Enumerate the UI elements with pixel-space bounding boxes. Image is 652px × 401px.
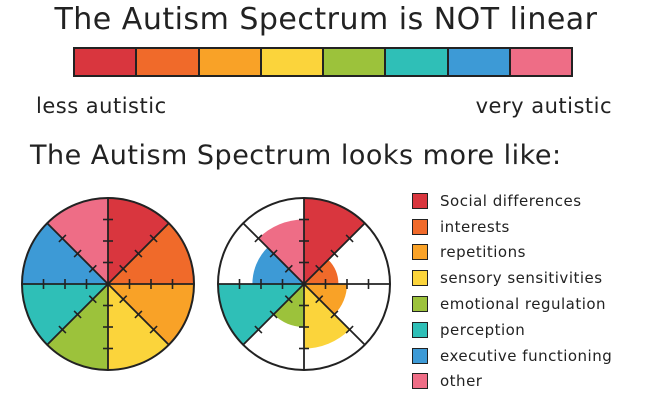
- legend-label: emotional regulation: [440, 295, 607, 314]
- legend-item-sensory-sensitivities: sensory sensitivities: [412, 265, 612, 291]
- full-wheel-tick: [58, 234, 67, 243]
- spectrum-segment: [137, 49, 200, 75]
- legend-swatch: [412, 296, 428, 313]
- legend-item-perception: perception: [412, 317, 612, 343]
- full-spectrum-wheel: [21, 197, 195, 371]
- full-wheel-slice-other: [47, 198, 108, 284]
- legend-label: Social differences: [440, 191, 582, 210]
- legend-item-other: other: [412, 369, 612, 395]
- profile-wheel-tick: [345, 325, 354, 334]
- full-wheel-tick: [134, 310, 143, 319]
- legend-swatch: [412, 270, 428, 287]
- full-wheel-tick: [119, 264, 128, 273]
- full-wheel-tick: [73, 310, 82, 319]
- legend-label: perception: [440, 320, 526, 339]
- legend-item-executive-functioning: executive functioning: [412, 343, 612, 369]
- profile-wheel-slice-emotional-regulation: [273, 284, 304, 327]
- full-wheel-tick: [88, 295, 97, 304]
- less-autistic-label: less autistic: [36, 94, 167, 118]
- full-wheel-slice-social-differences: [108, 198, 169, 284]
- legend-item-repetitions: repetitions: [412, 240, 612, 266]
- legend-label: sensory sensitivities: [440, 269, 603, 288]
- legend-swatch: [412, 244, 428, 261]
- spectrum-wheels: [21, 197, 391, 371]
- legend: Social differences interests repetitions…: [412, 188, 612, 394]
- profile-wheel-slice-perception: [218, 284, 304, 345]
- profile-wheel-slice-social-differences: [304, 198, 365, 284]
- legend-swatch: [412, 218, 428, 235]
- full-wheel-tick: [149, 234, 158, 243]
- linear-spectrum-bar: [73, 47, 573, 77]
- spectrum-segment: [261, 49, 324, 75]
- spectrum-segment: [448, 49, 511, 75]
- profile-wheel-tick: [330, 249, 339, 258]
- profile-wheel-tick: [315, 264, 324, 273]
- legend-label: executive functioning: [440, 346, 613, 365]
- profile-wheel-tick: [254, 234, 263, 243]
- legend-swatch: [412, 373, 428, 390]
- spectrum-segment: [510, 49, 571, 75]
- full-wheel-tick: [88, 264, 97, 273]
- profile-wheel-tick: [269, 310, 278, 319]
- full-wheel-slice-perception: [22, 284, 108, 345]
- spectrum-segment: [386, 49, 449, 75]
- very-autistic-label: very autistic: [475, 94, 612, 118]
- legend-swatch: [412, 321, 428, 338]
- full-wheel-tick: [119, 295, 128, 304]
- profile-wheel-tick: [284, 264, 293, 273]
- profile-wheel-tick: [284, 295, 293, 304]
- full-wheel-tick: [58, 325, 67, 334]
- legend-item-social-differences: Social differences: [412, 188, 612, 214]
- full-wheel-slice-repetitions: [108, 284, 194, 345]
- legend-label: repetitions: [440, 243, 526, 262]
- individual-profile-wheel: [217, 197, 391, 371]
- full-wheel-tick: [73, 249, 82, 258]
- legend-label: other: [440, 372, 483, 391]
- page-title: The Autism Spectrum is NOT linear: [54, 2, 598, 37]
- profile-wheel-slice-other: [258, 219, 304, 284]
- profile-wheel-slice-sensory-sensitivities: [304, 284, 350, 349]
- subtitle: The Autism Spectrum looks more like:: [30, 140, 562, 171]
- profile-wheel-tick: [254, 325, 263, 334]
- legend-item-emotional-regulation: emotional regulation: [412, 291, 612, 317]
- profile-wheel-tick: [269, 249, 278, 258]
- full-wheel-slice-executive-functioning: [22, 223, 108, 284]
- legend-swatch: [412, 192, 428, 209]
- full-wheel-slice-emotional-regulation: [47, 284, 108, 370]
- legend-label: interests: [440, 217, 510, 236]
- profile-wheel-tick: [345, 234, 354, 243]
- full-wheel-slice-interests: [108, 223, 194, 284]
- full-wheel-tick: [149, 325, 158, 334]
- legend-item-interests: interests: [412, 214, 612, 240]
- spectrum-segment: [324, 49, 387, 75]
- profile-wheel-tick: [315, 295, 324, 304]
- full-wheel-tick: [134, 249, 143, 258]
- spectrum-segment: [199, 49, 262, 75]
- spectrum-segment: [75, 49, 138, 75]
- profile-wheel-slice-repetitions: [304, 284, 347, 315]
- profile-wheel-slice-executive-functioning: [252, 247, 304, 284]
- legend-swatch: [412, 347, 428, 364]
- profile-wheel-tick: [330, 310, 339, 319]
- full-wheel-slice-sensory-sensitivities: [108, 284, 169, 370]
